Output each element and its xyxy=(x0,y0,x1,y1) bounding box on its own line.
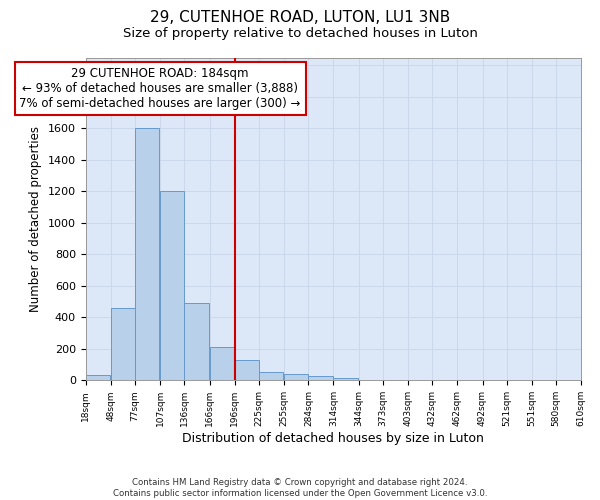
X-axis label: Distribution of detached houses by size in Luton: Distribution of detached houses by size … xyxy=(182,432,484,445)
Text: 29, CUTENHOE ROAD, LUTON, LU1 3NB: 29, CUTENHOE ROAD, LUTON, LU1 3NB xyxy=(150,10,450,25)
Bar xyxy=(284,374,308,380)
Bar xyxy=(184,303,209,380)
Bar xyxy=(86,375,110,380)
Text: 29 CUTENHOE ROAD: 184sqm
← 93% of detached houses are smaller (3,888)
7% of semi: 29 CUTENHOE ROAD: 184sqm ← 93% of detach… xyxy=(19,67,301,110)
Text: Size of property relative to detached houses in Luton: Size of property relative to detached ho… xyxy=(122,28,478,40)
Bar xyxy=(160,192,184,380)
Y-axis label: Number of detached properties: Number of detached properties xyxy=(29,126,42,312)
Text: Contains HM Land Registry data © Crown copyright and database right 2024.
Contai: Contains HM Land Registry data © Crown c… xyxy=(113,478,487,498)
Bar xyxy=(235,360,259,380)
Bar xyxy=(334,378,358,380)
Bar xyxy=(209,348,234,380)
Bar xyxy=(308,376,332,380)
Bar xyxy=(111,308,135,380)
Bar xyxy=(259,372,283,380)
Bar xyxy=(135,128,160,380)
